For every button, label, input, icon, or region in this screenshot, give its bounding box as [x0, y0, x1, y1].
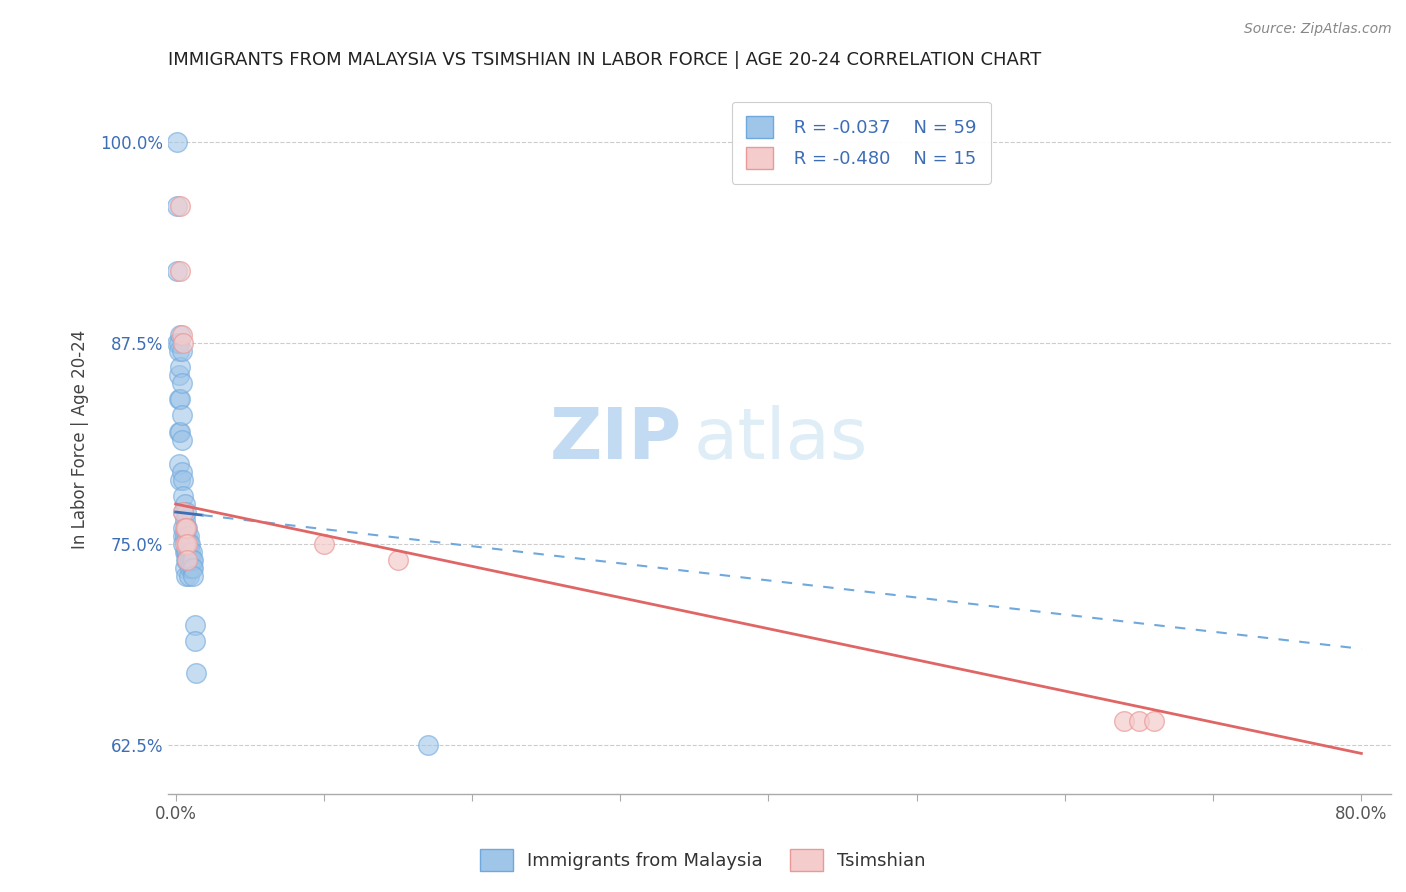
Point [186, 665, 208, 680]
Point [177, 537, 200, 551]
Point [176, 553, 198, 567]
Point [184, 633, 207, 648]
Text: IMMIGRANTS FROM MALAYSIA VS TSIMSHIAN IN LABOR FORCE | AGE 20-24 CORRELATION CHA: IMMIGRANTS FROM MALAYSIA VS TSIMSHIAN IN… [169, 51, 1042, 69]
Point [174, 545, 197, 559]
Point [172, 521, 194, 535]
Point [181, 545, 204, 559]
Point [174, 521, 197, 535]
Point [179, 561, 201, 575]
Point [1128, 714, 1150, 729]
Point [172, 537, 194, 551]
Point [174, 569, 197, 583]
Point [166, 336, 188, 351]
Point [1114, 714, 1136, 729]
Point [173, 513, 195, 527]
Point [174, 537, 197, 551]
Point [170, 376, 193, 391]
Point [176, 553, 198, 567]
Point [183, 553, 205, 567]
Point [169, 199, 191, 213]
Point [173, 561, 195, 575]
Point [169, 328, 191, 343]
Point [167, 368, 190, 383]
Point [176, 521, 198, 535]
Point [173, 537, 195, 551]
Point [174, 553, 197, 567]
Point [172, 529, 194, 543]
Point [179, 537, 201, 551]
Point [167, 344, 190, 359]
Point [181, 561, 204, 575]
Point [167, 336, 190, 351]
Point [167, 392, 190, 407]
Point [170, 465, 193, 479]
Point [172, 336, 194, 351]
Point [166, 199, 188, 213]
Point [1143, 714, 1166, 729]
Y-axis label: In Labor Force | Age 20-24: In Labor Force | Age 20-24 [72, 330, 89, 549]
Point [169, 263, 191, 277]
Legend:  R = -0.037    N = 59,  R = -0.480    N = 15: R = -0.037 N = 59, R = -0.480 N = 15 [731, 102, 991, 184]
Point [416, 739, 439, 753]
Point [181, 553, 204, 567]
Point [176, 537, 198, 551]
Point [177, 569, 200, 583]
Legend: Immigrants from Malaysia, Tsimshian: Immigrants from Malaysia, Tsimshian [474, 842, 932, 879]
Point [173, 545, 195, 559]
Point [176, 529, 198, 543]
Point [177, 553, 200, 567]
Point [170, 344, 193, 359]
Point [184, 617, 207, 632]
Point [169, 425, 191, 439]
Point [183, 569, 205, 583]
Point [177, 529, 200, 543]
Point [170, 409, 193, 423]
Point [174, 521, 197, 535]
Point [166, 263, 188, 277]
Point [172, 505, 194, 519]
Point [170, 328, 193, 343]
Point [167, 425, 190, 439]
Point [167, 457, 190, 471]
Text: ZIP: ZIP [550, 405, 682, 474]
Point [172, 505, 194, 519]
Point [172, 473, 194, 487]
Point [179, 545, 201, 559]
Point [172, 489, 194, 503]
Point [173, 529, 195, 543]
Point [312, 537, 335, 551]
Point [169, 360, 191, 375]
Point [387, 553, 409, 567]
Point [183, 561, 205, 575]
Point [174, 505, 197, 519]
Point [179, 553, 201, 567]
Point [169, 392, 191, 407]
Point [173, 497, 195, 511]
Point [173, 521, 195, 535]
Text: Source: ZipAtlas.com: Source: ZipAtlas.com [1244, 22, 1392, 37]
Point [176, 545, 198, 559]
Point [166, 135, 188, 149]
Text: atlas: atlas [695, 405, 869, 474]
Point [170, 433, 193, 447]
Point [169, 473, 191, 487]
